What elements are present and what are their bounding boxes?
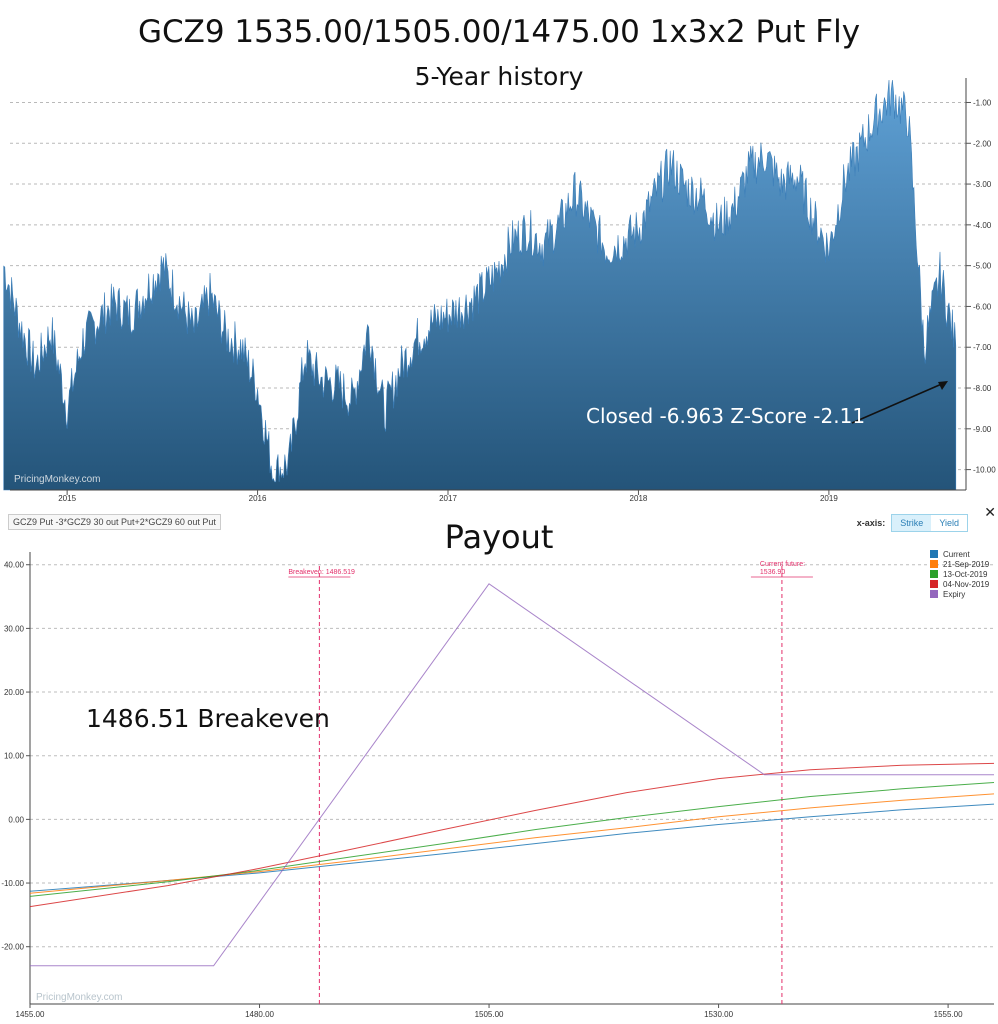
history-x-tick-label: 2016 [249, 494, 267, 503]
payout-axes [29, 552, 994, 1005]
breakeven-annotation: 1486.51 Breakeven [86, 704, 330, 733]
history-y-tick-label: -3.00 [973, 180, 992, 189]
payout-y-tick-label: 40.00 [4, 561, 25, 570]
legend-swatch [930, 550, 938, 558]
payout-markers: Breakeven: 1486.519 Current future:1536.9… [288, 561, 813, 1004]
xaxis-toggle: x-axis: Strike Yield [857, 514, 968, 532]
payout-y-tick-label: 20.00 [4, 688, 25, 697]
legend-label: Expiry [943, 589, 966, 599]
marker-label: Current future: [760, 561, 805, 568]
close-icon[interactable]: ✕ [984, 504, 996, 520]
xaxis-yield-button[interactable]: Yield [939, 518, 959, 528]
payout-y-tick-label: 0.00 [8, 815, 24, 824]
payout-y-tick-label: -20.00 [1, 943, 24, 952]
payout-series-line [29, 762, 995, 908]
history-y-tick-label: -5.00 [973, 262, 992, 271]
history-y-tick-label: -8.00 [973, 384, 992, 393]
payout-tick-labels: 40.00 30.00 20.00 10.00 0.00 -10.00 -20.00 1455… [1, 561, 963, 1019]
legend-item[interactable]: 13-Oct-2019 [930, 569, 989, 579]
legend-swatch [930, 570, 938, 578]
history-area [3, 79, 957, 491]
legend-item[interactable]: Expiry [930, 589, 989, 599]
payout-x-tick-label: 1530.00 [704, 1010, 733, 1019]
legend-swatch [930, 560, 938, 568]
legend-label: 21-Sep-2019 [943, 559, 990, 569]
payout-y-tick-label: 10.00 [4, 752, 25, 761]
history-y-tick-label: -9.00 [973, 425, 992, 434]
xaxis-options: Strike Yield [891, 514, 968, 532]
payout-y-tick-label: 30.00 [4, 624, 25, 633]
history-x-tick-label: 2017 [439, 494, 457, 503]
legend-item[interactable]: 04-Nov-2019 [930, 579, 989, 589]
legend-item[interactable]: Current [930, 549, 989, 559]
payout-x-tick-label: 1455.00 [16, 1010, 45, 1019]
chart-title: GCZ9 1535.00/1505.00/1475.00 1x3x2 Put F… [137, 14, 861, 50]
legend-label: Current [943, 549, 970, 559]
payout-x-tick-label: 1505.00 [475, 1010, 504, 1019]
payout-title: Payout [444, 518, 554, 556]
history-x-tick-label: 2018 [630, 494, 648, 503]
history-x-tick-label: 2019 [820, 494, 838, 503]
history-y-tick-label: -1.00 [973, 98, 992, 107]
payout-series-line [29, 782, 995, 897]
xaxis-label: x-axis: [856, 518, 886, 528]
legend-swatch [930, 580, 938, 588]
history-y-tick-label: -10.00 [973, 466, 996, 475]
payout-series-line [29, 803, 995, 892]
payout-series-line [30, 583, 994, 967]
closed-zscore-annotation: Closed -6.963 Z-Score -2.11 [586, 404, 866, 428]
marker-label: 1536.90 [760, 569, 785, 576]
payout-series [29, 583, 995, 967]
history-y-tick-label: -2.00 [973, 139, 992, 148]
history-y-tick-label: -7.00 [973, 343, 992, 352]
legend-label: 13-Oct-2019 [943, 569, 988, 579]
chart-subtitle: 5-Year history [414, 62, 584, 91]
history-watermark: PricingMonkey.com [14, 474, 101, 485]
history-y-tick-label: -6.00 [973, 302, 992, 311]
history-axes [10, 78, 967, 491]
payout-x-tick-label: 1555.00 [934, 1010, 963, 1019]
history-area-series [3, 79, 957, 491]
payout-series-line [29, 793, 995, 894]
payout-y-tick-label: -10.00 [1, 879, 24, 888]
legend-swatch [930, 590, 938, 598]
history-annotation-arrow [851, 381, 948, 424]
legend-item[interactable]: 21-Sep-2019 [930, 559, 989, 569]
payout-chart: 40.00 30.00 20.00 10.00 0.00 -10.00 -20.00 1455… [1, 552, 995, 1019]
payout-legend: Current 21-Sep-2019 13-Oct-2019 04-Nov-2019… [930, 549, 989, 599]
marker-label: Breakeven: 1486.519 [288, 569, 355, 576]
strategy-label: GCZ9 Put -3*GCZ9 30 out Put+2*GCZ9 60 ou… [8, 514, 221, 530]
history-x-tick-label: 2015 [58, 494, 76, 503]
xaxis-strike-button[interactable]: Strike [892, 515, 932, 531]
payout-watermark: PricingMonkey.com [36, 992, 123, 1003]
legend-label: 04-Nov-2019 [943, 579, 990, 589]
history-tick-labels: -1.00 -2.00 -3.00 -4.00 -5.00 -6.00 -7.00 -8.00… [58, 98, 996, 503]
history-chart: -1.00 -2.00 -3.00 -4.00 -5.00 -6.00 -7.00 -8.00… [3, 78, 996, 503]
payout-x-tick-label: 1480.00 [245, 1010, 274, 1019]
payout-gridlines [30, 564, 994, 948]
history-y-tick-label: -4.00 [973, 221, 992, 230]
